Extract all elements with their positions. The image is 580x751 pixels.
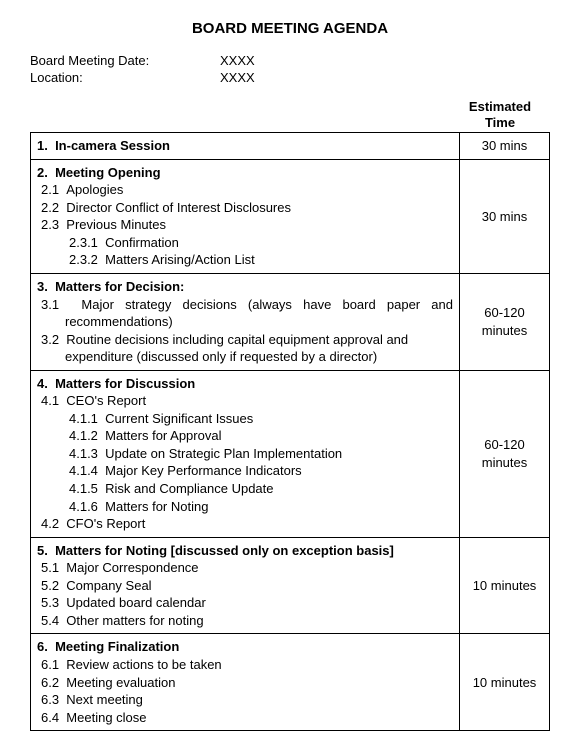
agenda-subitem: 2.1 Apologies [37,181,453,199]
agenda-row: 2. Meeting Opening2.1 Apologies2.2 Direc… [31,159,550,273]
agenda-cell-content: 2. Meeting Opening2.1 Apologies2.2 Direc… [31,159,460,273]
agenda-subitem: 6.1 Review actions to be taken [37,656,453,674]
agenda-subitem: 4.2 CFO's Report [37,515,453,533]
agenda-subitem: 5.4 Other matters for noting [37,612,453,630]
agenda-subitem: 5.2 Company Seal [37,577,453,595]
agenda-subitem: 4.1.2 Matters for Approval [37,427,453,445]
meta-date-value: XXXX [220,53,550,68]
agenda-cell-time: 30 mins [460,133,550,160]
agenda-subitem: 4.1.3 Update on Strategic Plan Implement… [37,445,453,463]
agenda-cell-content: 3. Matters for Decision: 3.1 Major strate… [31,274,460,371]
agenda-item-title: 4. Matters for Discussion [37,376,195,391]
agenda-subitem: 2.3.1 Confirmation [37,234,453,252]
agenda-subitem: 4.1.5 Risk and Compliance Update [37,480,453,498]
agenda-subitem: 4.1 CEO's Report [37,392,453,410]
meta-location-label: Location: [30,70,220,85]
agenda-subitem: 5.1 Major Correspondence [37,559,453,577]
page-title: BOARD MEETING AGENDA [30,20,550,37]
agenda-subitem: 4.1.4 Major Key Performance Indicators [37,462,453,480]
agenda-cell-content: 5. Matters for Noting [discussed only on… [31,537,460,634]
meta-location-value: XXXX [220,70,550,85]
agenda-subitem: 4.1.1 Current Significant Issues [37,410,453,428]
agenda-row: 1. In-camera Session 30 mins [31,133,550,160]
meta-date-label: Board Meeting Date: [30,53,220,68]
agenda-cell-time: 10 minutes [460,537,550,634]
agenda-row: 4. Matters for Discussion4.1 CEO's Repor… [31,370,550,537]
agenda-subitem: 2.3 Previous Minutes [37,216,453,234]
agenda-row: 5. Matters for Noting [discussed only on… [31,537,550,634]
agenda-cell-time: 10 minutes [460,634,550,731]
agenda-subitem: 4.1.6 Matters for Noting [37,498,453,516]
agenda-subitem: 5.3 Updated board calendar [37,594,453,612]
agenda-cell-time: 30 mins [460,159,550,273]
agenda-item-title: 2. Meeting Opening [37,165,161,180]
agenda-subitem: 2.2 Director Conflict of Interest Disclo… [37,199,453,217]
agenda-item-title: 3. Matters for Decision: [37,279,184,294]
agenda-cell-time: 60-120 minutes [460,370,550,537]
agenda-row: 6. Meeting Finalization 6.1 Review action… [31,634,550,731]
agenda-table: 1. In-camera Session30 mins2. Meeting Op… [30,132,550,731]
meta-location-row: Location: XXXX [30,70,550,85]
agenda-subitem: 3.1 Major strategy decisions (always hav… [37,296,453,331]
agenda-subitem: 2.3.2 Matters Arising/Action List [37,251,453,269]
time-header: Estimated Time [460,99,550,130]
agenda-item-title: 5. Matters for Noting [discussed only on… [37,543,394,558]
agenda-item-title: 1. In-camera Session [37,138,170,153]
agenda-cell-content: 1. In-camera Session [31,133,460,160]
agenda-item-title: 6. Meeting Finalization [37,639,179,654]
time-header-line2: Time [485,115,515,130]
meta-date-row: Board Meeting Date: XXXX [30,53,550,68]
agenda-subitem: 6.2 Meeting evaluation [37,674,453,692]
agenda-row: 3. Matters for Decision: 3.1 Major strate… [31,274,550,371]
agenda-cell-content: 4. Matters for Discussion4.1 CEO's Repor… [31,370,460,537]
agenda-subitem: 6.4 Meeting close [37,709,453,727]
agenda-subitem: 3.2 Routine decisions including capital … [37,331,453,366]
time-header-line1: Estimated [469,99,531,114]
agenda-subitem: 6.3 Next meeting [37,691,453,709]
agenda-cell-time: 60-120 minutes [460,274,550,371]
agenda-cell-content: 6. Meeting Finalization 6.1 Review action… [31,634,460,731]
